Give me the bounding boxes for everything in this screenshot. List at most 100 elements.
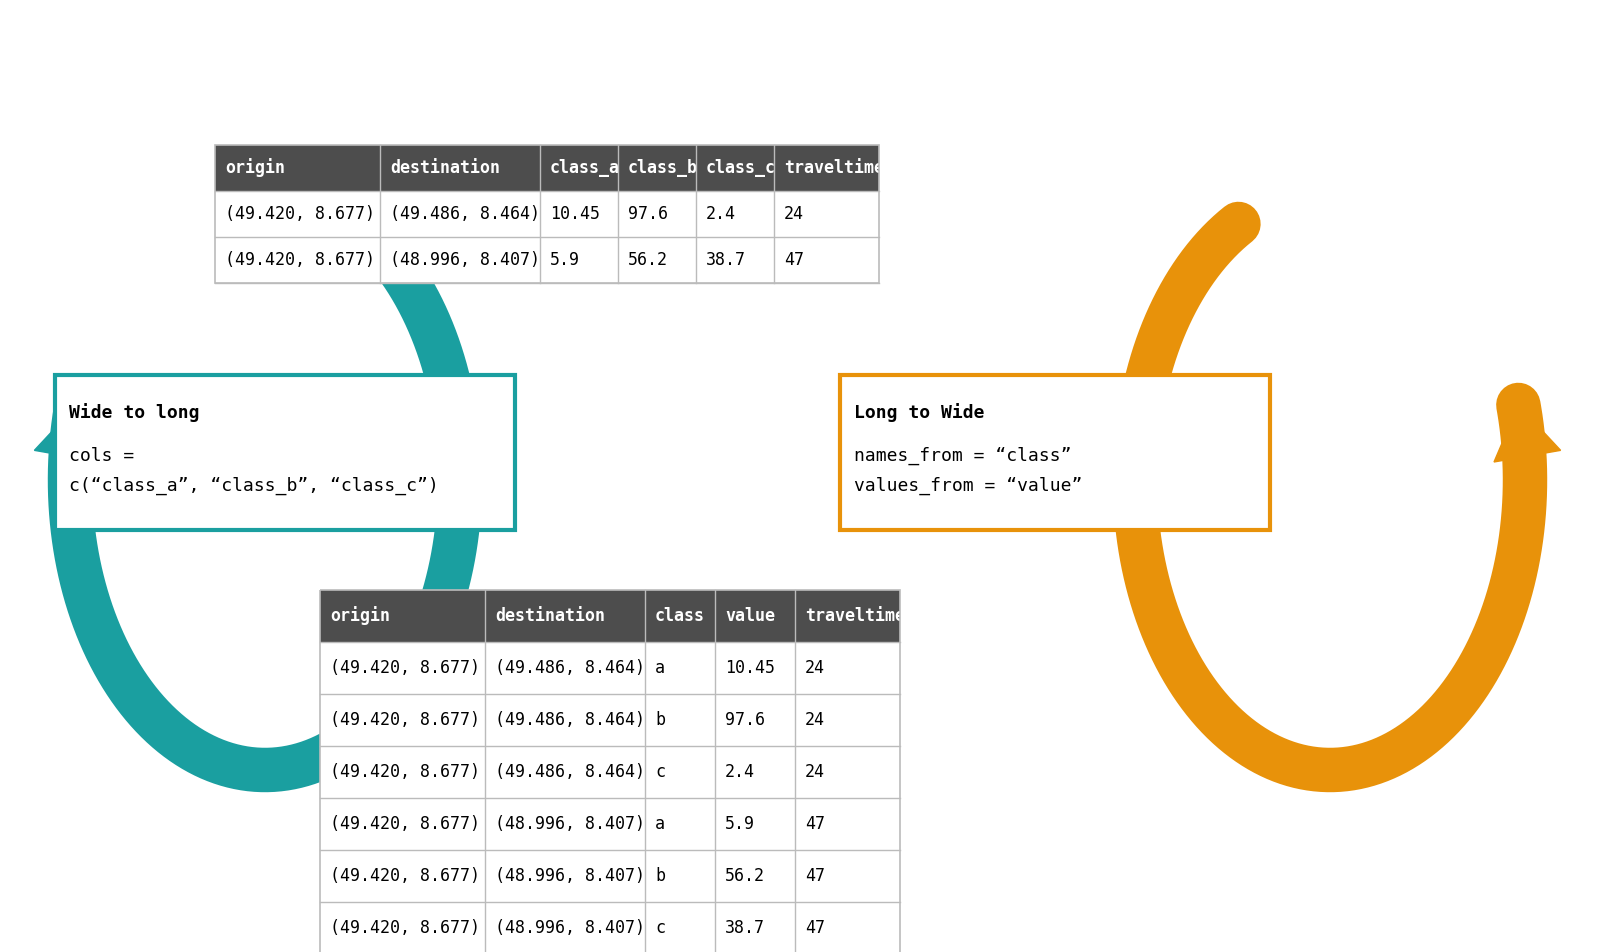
Text: c: c xyxy=(655,919,664,937)
Bar xyxy=(696,237,775,283)
Bar xyxy=(715,850,795,902)
Bar xyxy=(645,642,715,694)
Text: (49.420, 8.677): (49.420, 8.677) xyxy=(225,205,375,223)
Text: class: class xyxy=(655,607,704,625)
Text: 2.4: 2.4 xyxy=(725,763,755,781)
Polygon shape xyxy=(1495,405,1560,462)
Bar xyxy=(319,798,485,850)
Text: (49.420, 8.677): (49.420, 8.677) xyxy=(331,659,481,677)
Bar xyxy=(216,237,380,283)
Text: 38.7: 38.7 xyxy=(725,919,765,937)
Bar xyxy=(485,902,645,952)
Text: (49.420, 8.677): (49.420, 8.677) xyxy=(225,251,375,269)
Bar xyxy=(485,694,645,746)
Bar xyxy=(775,145,878,191)
Bar xyxy=(645,590,715,642)
Bar xyxy=(795,902,901,952)
Text: 24: 24 xyxy=(805,659,826,677)
Bar xyxy=(485,590,645,642)
Bar xyxy=(485,798,645,850)
Text: 47: 47 xyxy=(805,815,826,833)
Text: class_c: class_c xyxy=(706,159,776,177)
Text: 97.6: 97.6 xyxy=(628,205,668,223)
Bar xyxy=(319,694,485,746)
Text: (49.420, 8.677): (49.420, 8.677) xyxy=(331,867,481,885)
Bar xyxy=(485,746,645,798)
Text: Wide to long: Wide to long xyxy=(69,403,200,422)
Text: class_b: class_b xyxy=(628,159,698,177)
Bar xyxy=(715,642,795,694)
Text: (48.996, 8.407): (48.996, 8.407) xyxy=(495,815,645,833)
Text: (49.420, 8.677): (49.420, 8.677) xyxy=(331,815,481,833)
Text: a: a xyxy=(655,815,664,833)
Bar xyxy=(319,902,485,952)
Text: (48.996, 8.407): (48.996, 8.407) xyxy=(495,867,645,885)
Text: (49.486, 8.464): (49.486, 8.464) xyxy=(495,659,645,677)
Text: destination: destination xyxy=(390,159,500,177)
Text: values_from = “value”: values_from = “value” xyxy=(854,477,1083,495)
Bar xyxy=(645,746,715,798)
Bar xyxy=(319,850,485,902)
Bar xyxy=(618,237,696,283)
Bar xyxy=(795,642,901,694)
Text: 24: 24 xyxy=(784,205,803,223)
Bar xyxy=(380,191,540,237)
Text: value: value xyxy=(725,607,775,625)
Text: 97.6: 97.6 xyxy=(725,711,765,729)
Text: cols =: cols = xyxy=(69,447,134,465)
Text: 2.4: 2.4 xyxy=(706,205,736,223)
Bar xyxy=(485,850,645,902)
Bar xyxy=(715,798,795,850)
Bar xyxy=(795,746,901,798)
Bar xyxy=(319,642,485,694)
Bar xyxy=(380,145,540,191)
Bar xyxy=(696,145,775,191)
Bar xyxy=(645,850,715,902)
Text: 24: 24 xyxy=(805,763,826,781)
Bar xyxy=(645,798,715,850)
Bar xyxy=(840,375,1270,530)
Text: origin: origin xyxy=(331,606,390,625)
Bar xyxy=(54,375,514,530)
Bar xyxy=(216,145,878,283)
Bar xyxy=(540,145,618,191)
Bar xyxy=(645,694,715,746)
Bar xyxy=(715,694,795,746)
Bar xyxy=(696,191,775,237)
Bar xyxy=(380,237,540,283)
Text: (49.420, 8.677): (49.420, 8.677) xyxy=(331,919,481,937)
Text: destination: destination xyxy=(495,607,605,625)
Text: class_a: class_a xyxy=(549,159,620,177)
Bar xyxy=(618,191,696,237)
Bar xyxy=(216,145,380,191)
Bar xyxy=(485,642,645,694)
Text: b: b xyxy=(655,867,664,885)
Text: (49.486, 8.464): (49.486, 8.464) xyxy=(495,711,645,729)
Text: 47: 47 xyxy=(805,919,826,937)
Bar xyxy=(795,694,901,746)
Text: traveltime: traveltime xyxy=(805,607,905,625)
Bar xyxy=(618,145,696,191)
Text: c(“class_a”, “class_b”, “class_c”): c(“class_a”, “class_b”, “class_c”) xyxy=(69,477,439,495)
Bar xyxy=(795,798,901,850)
Bar xyxy=(319,590,485,642)
Text: names_from = “class”: names_from = “class” xyxy=(854,447,1072,466)
Text: c: c xyxy=(655,763,664,781)
Bar xyxy=(645,902,715,952)
Text: (49.486, 8.464): (49.486, 8.464) xyxy=(390,205,540,223)
Text: origin: origin xyxy=(225,158,284,177)
Text: 10.45: 10.45 xyxy=(549,205,600,223)
Bar xyxy=(319,590,901,952)
Bar xyxy=(216,191,380,237)
Text: 56.2: 56.2 xyxy=(725,867,765,885)
Text: 5.9: 5.9 xyxy=(549,251,580,269)
Bar xyxy=(715,590,795,642)
Text: 56.2: 56.2 xyxy=(628,251,668,269)
Text: 47: 47 xyxy=(784,251,803,269)
Text: (49.420, 8.677): (49.420, 8.677) xyxy=(331,763,481,781)
Text: (49.486, 8.464): (49.486, 8.464) xyxy=(495,763,645,781)
Text: Long to Wide: Long to Wide xyxy=(854,403,984,422)
Bar xyxy=(715,902,795,952)
Text: a: a xyxy=(655,659,664,677)
Bar xyxy=(775,237,878,283)
